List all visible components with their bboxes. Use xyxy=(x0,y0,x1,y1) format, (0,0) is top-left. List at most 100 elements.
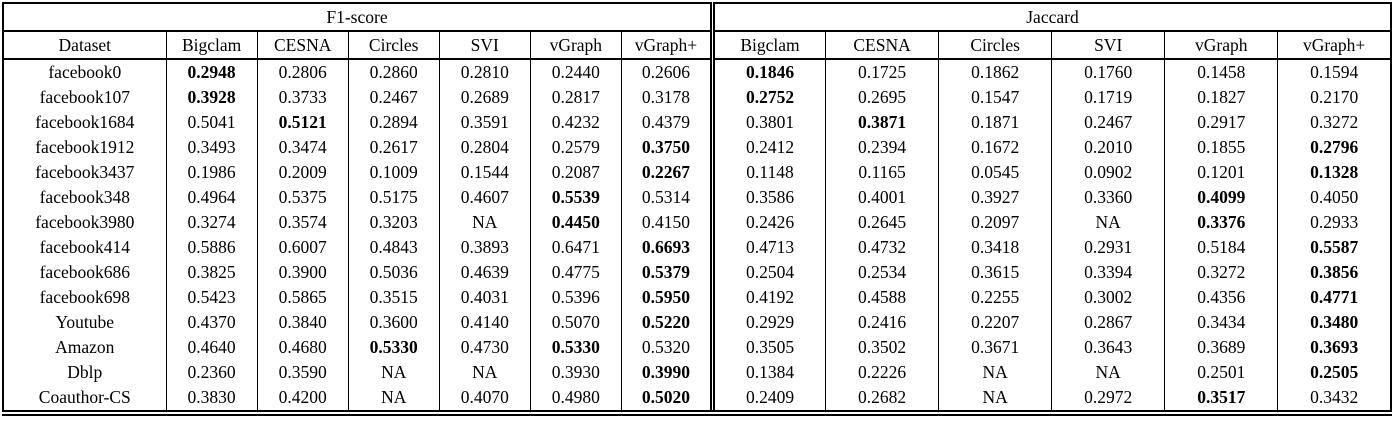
table-row: Dblp 0.2360 0.3590 NA NA 0.3930 0.3990 0.1384 0.… xyxy=(3,360,1391,385)
metric-cell: 0.2226 xyxy=(825,360,939,385)
metric-cell: 0.2606 xyxy=(620,59,713,85)
table-row: Coauthor-CS 0.3830 0.4200 NA 0.4070 0.4980 0.5… xyxy=(3,385,1391,413)
metric-cell: 0.3871 xyxy=(825,110,939,135)
metric-cell: 0.3360 xyxy=(1051,185,1165,210)
metric-cell: 0.1547 xyxy=(938,85,1052,110)
metric-cell: 0.4732 xyxy=(825,235,939,260)
metric-cell-na: NA xyxy=(438,210,531,235)
metric-cell-na: NA xyxy=(938,360,1052,385)
method-header-bigclam: Bigclam xyxy=(165,31,258,60)
metric-cell: 0.3178 xyxy=(620,85,713,110)
metric-cell: 0.3893 xyxy=(438,235,531,260)
table-row: facebook414 0.5886 0.6007 0.4843 0.3893 0.647… xyxy=(3,235,1391,260)
metric-cell: 0.1384 xyxy=(709,360,826,385)
metric-cell: 0.2695 xyxy=(825,85,939,110)
metric-cell: 0.3515 xyxy=(347,285,440,310)
metric-cell: 0.1458 xyxy=(1164,59,1278,85)
metric-cell: 0.1201 xyxy=(1164,160,1278,185)
metric-cell: 0.5330 xyxy=(347,335,440,360)
metric-cell: 0.3590 xyxy=(256,360,349,385)
metric-cell: 0.3272 xyxy=(1277,110,1391,135)
metric-cell: 0.2409 xyxy=(709,385,826,413)
dataset-label: facebook0 xyxy=(48,62,122,82)
metric-cell: 0.1855 xyxy=(1164,135,1278,160)
metric-cell: 0.2009 xyxy=(256,160,349,185)
dataset-label: facebook414 xyxy=(39,237,130,257)
metric-cell: 0.2579 xyxy=(529,135,622,160)
dataset-label: facebook686 xyxy=(39,262,130,282)
dataset-label: facebook1912 xyxy=(35,137,135,157)
metric-cell: 0.3750 xyxy=(620,135,713,160)
dataset-label: Youtube xyxy=(55,312,115,332)
metric-cell: 0.1672 xyxy=(938,135,1052,160)
method-header-vgraph-plus: vGraph+ xyxy=(620,31,713,60)
metric-cell: 0.5379 xyxy=(620,260,713,285)
metric-cell-na: NA xyxy=(347,360,440,385)
metric-cell: 0.1846 xyxy=(709,59,826,85)
metric-cell: 0.0545 xyxy=(938,160,1052,185)
method-header-vgraph-plus: vGraph+ xyxy=(1277,31,1391,60)
metric-cell: 0.3671 xyxy=(938,335,1052,360)
dataset-label: Dblp xyxy=(67,362,103,382)
metric-cell: 0.3930 xyxy=(529,360,622,385)
metric-cell: 0.4140 xyxy=(438,310,531,335)
metric-cell: 0.3376 xyxy=(1164,210,1278,235)
table-row: facebook348 0.4964 0.5375 0.5175 0.4607 0.553… xyxy=(3,185,1391,210)
dataset-label: facebook348 xyxy=(39,187,130,207)
metric-cell: 0.4964 xyxy=(165,185,258,210)
metric-cell: 0.4607 xyxy=(438,185,531,210)
table-row: facebook3980 0.3274 0.3574 0.3203 NA 0.4450 0.… xyxy=(3,210,1391,235)
table-row: facebook107 0.3928 0.3733 0.2467 0.2689 0.281… xyxy=(3,85,1391,110)
metric-cell: 0.2817 xyxy=(529,85,622,110)
table-row: facebook0 0.2948 0.2806 0.2860 0.2810 0.2440 0… xyxy=(3,59,1391,85)
metric-cell: 0.4001 xyxy=(825,185,939,210)
metric-cell: 0.2860 xyxy=(347,59,440,85)
metric-cell: 0.4232 xyxy=(529,110,622,135)
metric-cell: 0.6471 xyxy=(529,235,622,260)
metric-cell: 0.3586 xyxy=(709,185,826,210)
metric-cell: 0.2810 xyxy=(438,59,531,85)
metric-cell: 0.3002 xyxy=(1051,285,1165,310)
metric-cell: 0.1148 xyxy=(709,160,826,185)
dataset-label: facebook698 xyxy=(39,287,130,307)
metric-cell: 0.4031 xyxy=(438,285,531,310)
metric-cell: 0.3733 xyxy=(256,85,349,110)
metric-cell: 0.3600 xyxy=(347,310,440,335)
metric-cell: 0.1719 xyxy=(1051,85,1165,110)
method-header-cesna: CESNA xyxy=(256,31,349,60)
metric-cell: 0.1725 xyxy=(825,59,939,85)
metric-cell: 0.4771 xyxy=(1277,285,1391,310)
metric-cell-na: NA xyxy=(1051,210,1165,235)
metric-cell: 0.3801 xyxy=(709,110,826,135)
metric-cell: 0.2467 xyxy=(1051,110,1165,135)
metric-cell: 0.3927 xyxy=(938,185,1052,210)
metric-cell: 0.3900 xyxy=(256,260,349,285)
metric-cell: 0.2416 xyxy=(825,310,939,335)
metric-cell: 0.4843 xyxy=(347,235,440,260)
metric-cell: 0.2689 xyxy=(438,85,531,110)
table-row: facebook698 0.5423 0.5865 0.3515 0.4031 0.539… xyxy=(3,285,1391,310)
method-header-svi: SVI xyxy=(438,31,531,60)
metric-cell: 0.4192 xyxy=(709,285,826,310)
metric-cell: 0.3990 xyxy=(620,360,713,385)
table-row: facebook3437 0.1986 0.2009 0.1009 0.1544 0.20… xyxy=(3,160,1391,185)
metric-cell: 0.3591 xyxy=(438,110,531,135)
metric-cell: 0.1986 xyxy=(165,160,258,185)
metric-cell: 0.4150 xyxy=(620,210,713,235)
metric-cell: 0.2087 xyxy=(529,160,622,185)
metric-cell: 0.4640 xyxy=(165,335,258,360)
table-row: facebook1684 0.5041 0.5121 0.2894 0.3591 0.42… xyxy=(3,110,1391,135)
method-header-cesna: CESNA xyxy=(825,31,939,60)
metric-cell: 0.3474 xyxy=(256,135,349,160)
metric-cell: 0.1871 xyxy=(938,110,1052,135)
metric-cell: 0.5886 xyxy=(165,235,258,260)
metric-cell: 0.5865 xyxy=(256,285,349,310)
metric-cell: 0.2804 xyxy=(438,135,531,160)
metric-cell: 0.4370 xyxy=(165,310,258,335)
metric-cell: 0.3693 xyxy=(1277,335,1391,360)
metric-cell: 0.4099 xyxy=(1164,185,1278,210)
metric-cell: 0.5070 xyxy=(529,310,622,335)
metric-cell: 0.2501 xyxy=(1164,360,1278,385)
metric-cell: 0.4379 xyxy=(620,110,713,135)
metric-cell: 0.5396 xyxy=(529,285,622,310)
